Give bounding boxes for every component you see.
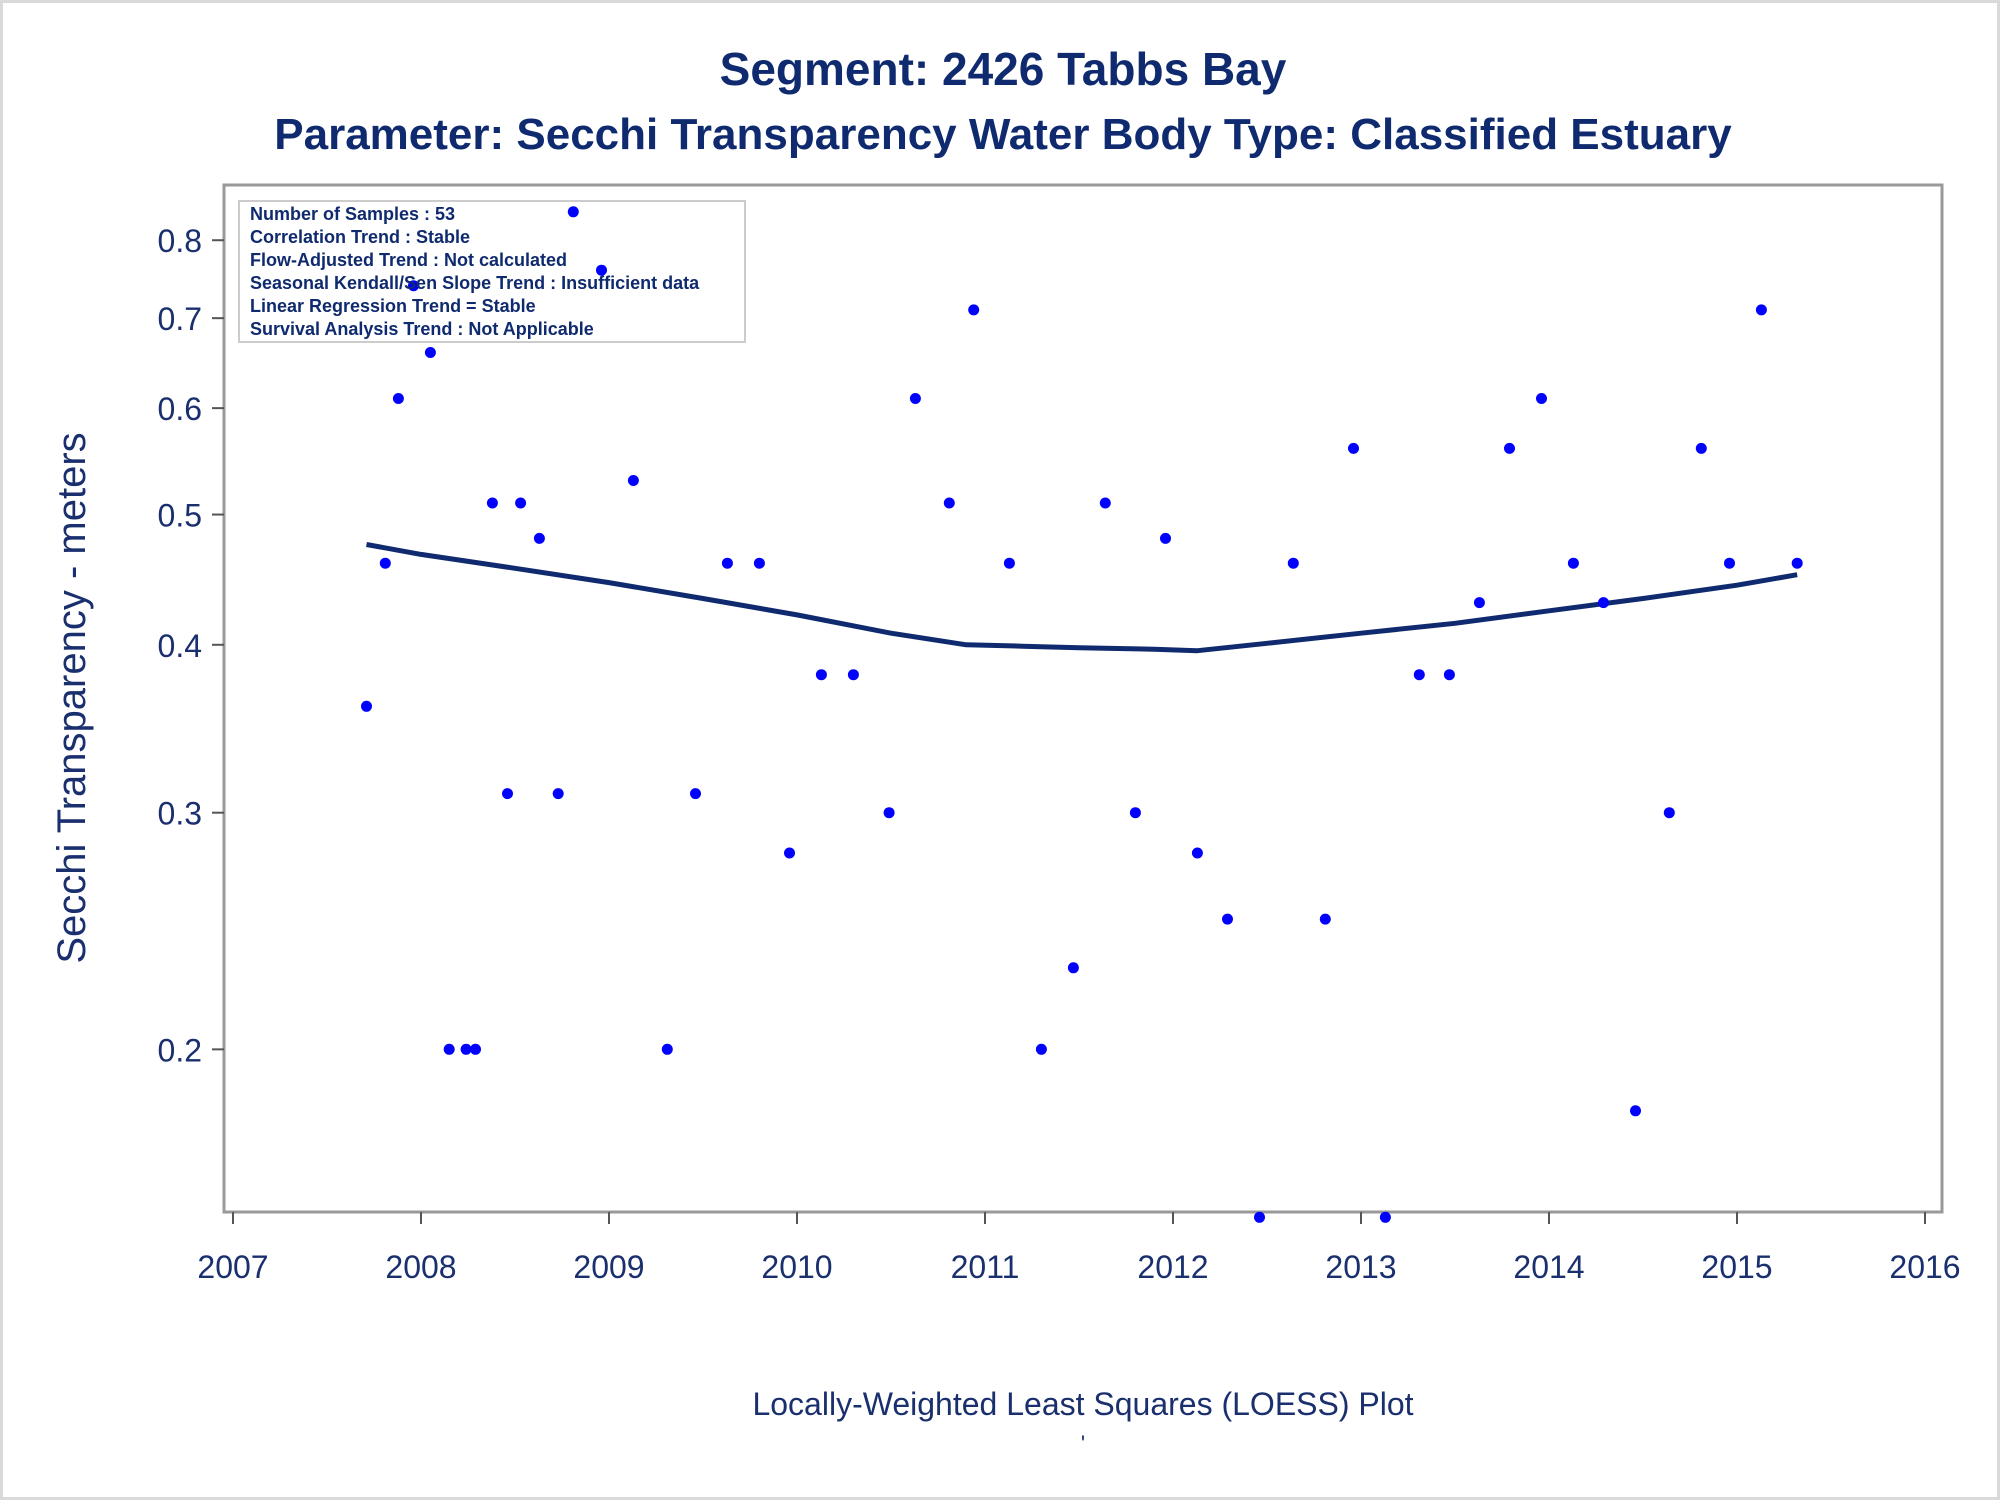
data-point (661, 1043, 673, 1055)
data-point (567, 206, 579, 218)
x-tick-label: 2016 (1889, 1249, 1960, 1285)
data-point (784, 847, 795, 859)
data-point (968, 304, 980, 316)
x-tick-label: 2010 (761, 1249, 832, 1285)
y-tick-label: 0.7 (158, 301, 202, 337)
data-point (1567, 557, 1579, 569)
data-point (690, 788, 701, 800)
loess-scatter-chart: Segment: 2426 Tabbs Bay Parameter: Secch… (50, 43, 1961, 1456)
data-point (1129, 807, 1141, 819)
x-axis-title: Locally-Weighted Least Squares (LOESS) P… (752, 1386, 1413, 1422)
data-point (533, 532, 545, 544)
data-point (1191, 847, 1203, 859)
data-point (1695, 442, 1707, 454)
x-axis: 2007 2008 2009 2010 2011 2012 2013 2014 2015 2016 (197, 1212, 1961, 1285)
y-tick-label: 0.6 (158, 391, 202, 427)
data-point (515, 497, 527, 509)
trend-stats-box: Number of Samples : 53 Correlation Trend… (238, 200, 746, 343)
data-point (1413, 669, 1425, 681)
data-point (815, 669, 827, 681)
x-tick-label: 2013 (1325, 1249, 1396, 1285)
y-axis-title: Secchi Transparency - meters (50, 432, 94, 963)
data-point (460, 1043, 472, 1055)
x-tick-label: 2009 (573, 1249, 644, 1285)
data-point (1443, 669, 1455, 681)
data-point (424, 347, 436, 358)
data-point (1724, 557, 1735, 569)
data-point (627, 475, 639, 486)
stat-line-correlation: Correlation Trend : Stable (250, 227, 470, 247)
stat-line-samples: Number of Samples : 53 (250, 204, 455, 224)
data-point (753, 557, 765, 569)
data-point (1663, 807, 1675, 819)
stat-line-survival: Survival Analysis Trend : Not Applicable (250, 319, 594, 339)
data-point (486, 497, 498, 509)
data-point (1755, 304, 1767, 316)
x-tick-label: 2015 (1701, 1249, 1772, 1285)
data-point (1348, 442, 1359, 454)
y-tick-label: 0.5 (158, 498, 202, 534)
scatter-points (361, 206, 1803, 1223)
stat-line-linear-regression: Linear Regression Trend = Stable (250, 296, 536, 316)
data-point (443, 1043, 455, 1055)
data-point (1791, 557, 1803, 569)
chart-title: Segment: 2426 Tabbs Bay (720, 43, 1287, 95)
data-point (502, 788, 513, 800)
data-point (1504, 442, 1515, 454)
data-point (943, 497, 955, 509)
footnote-mark: ' (1081, 1431, 1085, 1456)
data-point (1067, 962, 1079, 974)
y-tick-label: 0.8 (158, 223, 202, 259)
data-point (408, 280, 419, 292)
data-point (721, 557, 733, 569)
x-tick-label: 2007 (197, 1249, 268, 1285)
x-tick-label: 2008 (385, 1249, 456, 1285)
data-point (1003, 557, 1015, 569)
data-point (552, 788, 564, 800)
stat-line-flow-adjusted: Flow-Adjusted Trend : Not calculated (250, 250, 567, 270)
y-tick-label: 0.3 (158, 796, 202, 832)
data-point (1035, 1043, 1047, 1055)
data-point (379, 557, 391, 569)
data-point (1473, 597, 1485, 609)
data-point (361, 700, 372, 712)
data-point (470, 1043, 481, 1055)
data-point (1222, 913, 1233, 925)
x-tick-label: 2012 (1137, 1249, 1208, 1285)
data-point (1160, 532, 1171, 544)
stat-line-seasonal-kendall: Seasonal Kendall/Sen Slope Trend : Insuf… (250, 273, 700, 293)
data-point (1598, 597, 1609, 609)
data-point (1319, 913, 1331, 925)
data-point (1287, 557, 1299, 569)
stats-box-border (238, 200, 746, 343)
x-tick-label: 2014 (1513, 1249, 1584, 1285)
data-point (909, 393, 921, 404)
data-point (883, 807, 895, 819)
data-point (1536, 393, 1547, 404)
plot-frame (222, 183, 1944, 1214)
data-point (1630, 1105, 1641, 1117)
loess-layer (366, 542, 1798, 654)
data-point (1254, 1211, 1265, 1223)
data-point (392, 393, 404, 404)
chart-subtitle: Parameter: Secchi Transparency Water Bod… (274, 110, 1732, 159)
y-axis: 0.2 0.3 0.4 0.5 0.6 0.7 0.8 (158, 223, 224, 1068)
y-tick-label: 0.4 (158, 628, 202, 664)
y-tick-label: 0.2 (158, 1032, 202, 1068)
loess-curve (366, 542, 1798, 654)
x-tick-label: 2011 (951, 1249, 1020, 1285)
data-point (847, 669, 859, 681)
data-point (1379, 1211, 1391, 1223)
data-point (1099, 497, 1111, 509)
data-point (596, 264, 607, 276)
